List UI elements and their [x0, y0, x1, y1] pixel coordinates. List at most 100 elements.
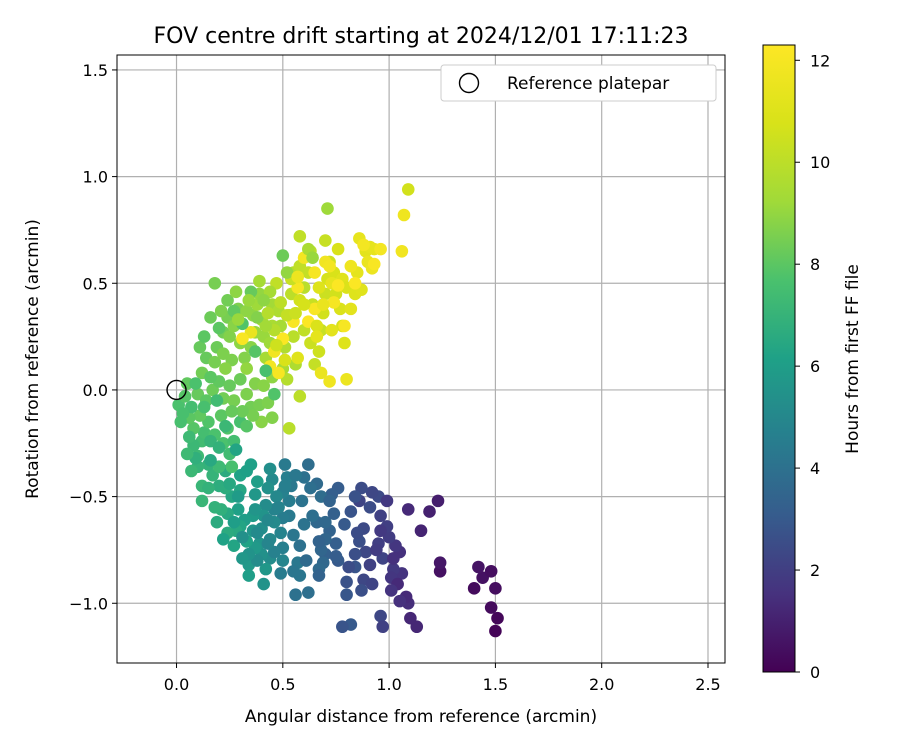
scatter-point: [374, 509, 387, 523]
scatter-point: [197, 330, 211, 343]
scatter-point: [236, 530, 249, 544]
scatter-point: [225, 460, 239, 474]
scatter-point: [374, 524, 387, 538]
scatter-point: [257, 294, 270, 307]
scatter-point: [433, 556, 447, 570]
scatter-point: [248, 488, 262, 501]
scatter-point: [274, 296, 287, 309]
scatter-point: [376, 620, 390, 634]
colorbar-tick-label: 8: [810, 255, 820, 274]
scatter-point: [340, 575, 353, 589]
scatter-point: [278, 458, 292, 471]
scatter-point: [210, 394, 224, 407]
scatter-point: [289, 306, 302, 320]
chart-title: FOV centre drift starting at 2024/12/01 …: [154, 24, 689, 49]
scatter-point: [295, 494, 309, 508]
scatter-point: [180, 447, 194, 461]
scatter-point: [208, 276, 222, 290]
scatter-point: [195, 494, 209, 508]
scatter-point: [242, 569, 256, 582]
scatter-point: [197, 400, 211, 414]
scatter-point: [344, 505, 358, 518]
scatter-point: [278, 479, 292, 493]
scatter-point: [348, 276, 362, 290]
scatter-point: [374, 609, 387, 623]
grid-lines: [117, 55, 725, 663]
scatter-point: [223, 379, 236, 392]
scatter-point: [212, 321, 226, 335]
scatter-point: [204, 311, 217, 324]
scatter-point: [223, 477, 236, 491]
scatter-point: [268, 387, 281, 401]
scatter-point: [216, 532, 230, 546]
reference-point: [166, 379, 187, 401]
scatter-point: [316, 298, 330, 311]
scatter-point: [208, 500, 222, 514]
scatter-point: [202, 481, 215, 495]
scatter-point: [374, 242, 387, 256]
scatter-point: [251, 475, 264, 488]
y-tick-label: 1.5: [83, 61, 108, 80]
scatter-point: [227, 394, 241, 407]
scatter-point: [363, 500, 377, 514]
scatter-point: [327, 296, 341, 309]
scatter-point: [204, 454, 217, 467]
scatter-point: [240, 464, 253, 478]
scatter-point: [231, 313, 245, 326]
scatter-point: [276, 249, 290, 262]
scatter-point: [234, 372, 247, 386]
scatter-point: [395, 244, 409, 258]
scatter-point: [312, 345, 326, 358]
scatter-point: [259, 498, 273, 512]
scatter-point: [299, 554, 313, 567]
scatter-point: [257, 577, 270, 591]
reference-marker: [166, 379, 187, 401]
scatter-point: [293, 230, 307, 243]
scatter-point: [312, 281, 326, 294]
x-tick-label: 1.0: [376, 675, 401, 694]
scatter-point: [270, 490, 283, 503]
scatter-point: [302, 458, 315, 471]
y-axis-label: Rotation from reference (arcmin): [23, 219, 43, 499]
scatter-point: [363, 558, 377, 572]
scatter-point: [251, 526, 264, 540]
scatter-point: [323, 259, 336, 273]
scatter-point: [229, 443, 243, 456]
x-tick-label: 1.5: [483, 675, 508, 694]
scatter-point: [331, 279, 345, 292]
scatter-point: [310, 330, 324, 343]
scatter-point: [404, 611, 417, 625]
scatter-point: [280, 266, 294, 279]
scatter-point: [261, 537, 275, 550]
legend-marker-reference: [458, 72, 480, 94]
scatter-point: [293, 539, 307, 552]
scatter-point: [231, 490, 245, 503]
scatter-point: [336, 620, 349, 634]
scatter-point: [310, 319, 324, 333]
scatter-point: [342, 560, 356, 574]
y-tick-label: 0.5: [83, 274, 108, 293]
scatter-point: [246, 409, 260, 422]
scatter-point: [423, 505, 436, 518]
scatter-point: [278, 353, 292, 367]
scatter-point: [251, 311, 264, 324]
scatter-point: [401, 503, 415, 516]
scatter-point: [312, 569, 326, 582]
scatter-point: [178, 390, 192, 403]
scatter-point: [261, 306, 275, 320]
scatter-point: [287, 528, 300, 542]
scatter-point: [257, 379, 270, 392]
scatter-point: [340, 372, 353, 386]
legend-box: [440, 64, 717, 102]
scatter-point: [225, 404, 239, 418]
scatter-point: [357, 238, 370, 252]
scatter-point: [489, 582, 502, 595]
scatter-point: [431, 494, 445, 508]
colorbar-ticks: 0 2 4 6 8 10 12: [795, 51, 830, 682]
scatter-point: [367, 257, 381, 271]
colorbar-tick-label: 0: [810, 663, 820, 682]
scatter-point: [348, 490, 362, 503]
legend: Reference platepar: [440, 64, 717, 102]
scatter-point: [304, 481, 317, 495]
scatter-point: [214, 409, 228, 422]
